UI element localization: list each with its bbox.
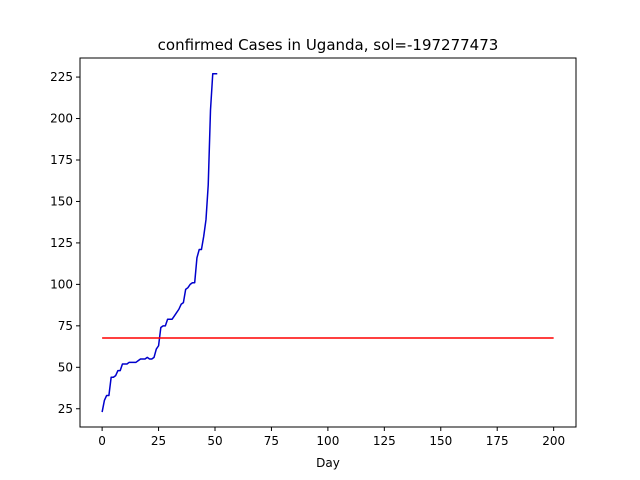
x-axis-label: Day bbox=[316, 456, 340, 470]
plot-frame bbox=[79, 57, 577, 428]
y-tick-label: 225 bbox=[50, 70, 73, 84]
x-tick-label: 150 bbox=[429, 434, 452, 448]
y-tick-label: 175 bbox=[50, 153, 73, 167]
y-tick-label: 50 bbox=[58, 360, 73, 374]
x-tick-label: 25 bbox=[151, 434, 166, 448]
x-tick-label: 50 bbox=[207, 434, 222, 448]
x-tick-label: 200 bbox=[542, 434, 565, 448]
y-tick-label: 25 bbox=[58, 402, 73, 416]
x-tick-label: 125 bbox=[373, 434, 396, 448]
x-tick-label: 175 bbox=[486, 434, 509, 448]
y-tick-label: 75 bbox=[58, 319, 73, 333]
y-tick-label: 125 bbox=[50, 236, 73, 250]
x-tick-label: 0 bbox=[98, 434, 106, 448]
x-axis: 0 25 50 75 100 125 150 175 200 bbox=[98, 427, 565, 448]
chart-title: confirmed Cases in Uganda, sol=-19727747… bbox=[158, 36, 499, 54]
x-tick-label: 100 bbox=[316, 434, 339, 448]
plot-series bbox=[101, 73, 554, 413]
x-tick-label: 75 bbox=[264, 434, 279, 448]
y-tick-label: 200 bbox=[50, 112, 73, 126]
series-line-0 bbox=[101, 73, 218, 413]
y-tick-label: 100 bbox=[50, 277, 73, 291]
y-axis: 25 50 75 100 125 150 175 200 225 bbox=[50, 70, 80, 416]
y-tick-label: 150 bbox=[50, 194, 73, 208]
